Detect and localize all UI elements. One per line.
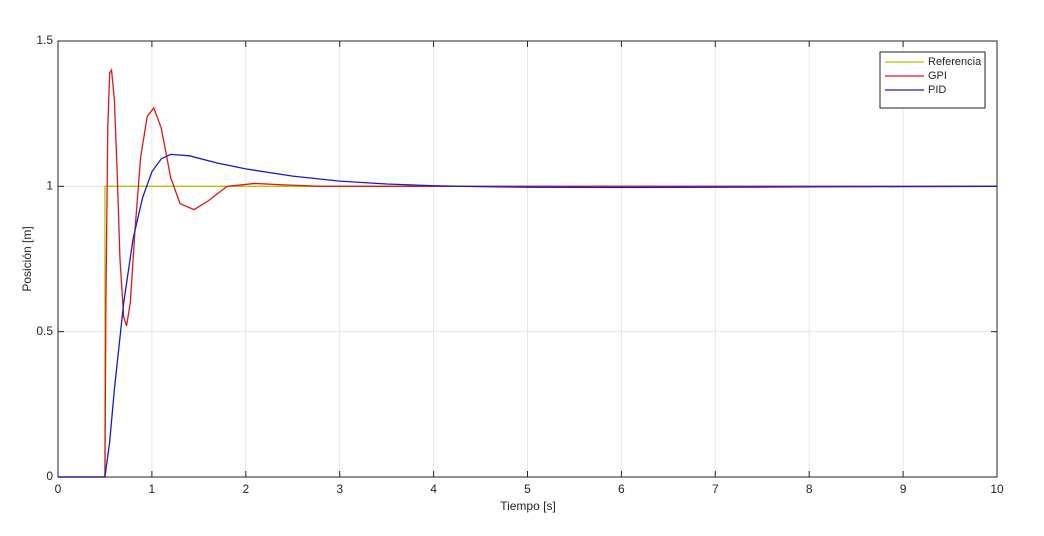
x-tick-label: 2: [242, 482, 249, 496]
x-tick-label: 0: [55, 482, 62, 496]
y-tick-label: 0: [46, 469, 53, 483]
x-tick-label: 9: [900, 482, 907, 496]
y-axis-label: Posición [m]: [20, 226, 34, 291]
series-line: [58, 153, 998, 478]
series-line: [58, 68, 997, 478]
legend-label: GPI: [928, 70, 947, 82]
x-tick-label: 8: [806, 482, 813, 496]
plot-frame: [57, 40, 998, 478]
x-tick-label: 7: [712, 482, 719, 496]
legend-box: [879, 51, 986, 109]
x-tick-label: 6: [618, 482, 625, 496]
legend-label: Referencia: [928, 56, 982, 68]
x-tick-label: 10: [990, 482, 1004, 496]
x-tick-label: 5: [524, 482, 531, 496]
y-tick-label: 1: [46, 179, 53, 193]
x-tick-label: 4: [430, 482, 437, 496]
legend-label: PID: [928, 84, 946, 96]
x-axis-label: Tiempo [s]: [500, 499, 556, 513]
y-tick-label: 1.5: [36, 33, 53, 47]
x-tick-label: 3: [336, 482, 343, 496]
x-tick-label: 1: [149, 482, 156, 496]
y-tick-label: 0.5: [36, 324, 53, 338]
